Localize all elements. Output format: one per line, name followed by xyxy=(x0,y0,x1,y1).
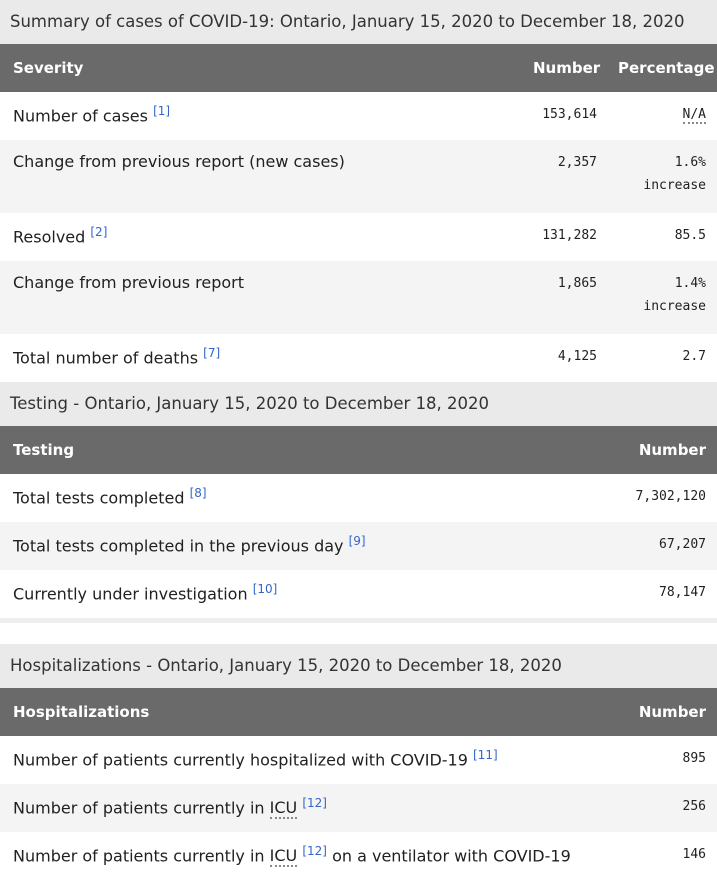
number-cell: 895 xyxy=(682,751,706,766)
column-header: Percentage xyxy=(605,44,717,92)
reference-link[interactable]: [7] xyxy=(203,346,221,360)
table-row: Number of patients currently in ICU [12]… xyxy=(0,832,717,880)
row-label: Number of patients currently hospitalize… xyxy=(13,750,468,770)
reference-link[interactable]: [10] xyxy=(252,582,278,596)
reference: [1] xyxy=(153,104,170,119)
number-cell: 1,865 xyxy=(520,261,605,334)
column-header: Severity xyxy=(0,44,520,92)
number-cell: 78,147 xyxy=(659,585,706,600)
number-cell: 153,614 xyxy=(542,107,597,122)
row-label-cell: Change from previous report xyxy=(0,261,520,334)
number-cell: 2,357 xyxy=(520,140,605,213)
percentage: 85.5 xyxy=(674,228,706,243)
percentage: 1.4% xyxy=(674,276,706,291)
table-row: Number of patients currently hospitalize… xyxy=(0,736,717,784)
percentage-cell: 2.7 xyxy=(605,334,717,382)
column-header: Number xyxy=(520,44,605,92)
abbreviation: ICU xyxy=(269,798,298,820)
table-caption: Testing - Ontario, January 15, 2020 to D… xyxy=(0,382,717,426)
row-label: Total number of deaths xyxy=(13,348,199,368)
table-row: Change from previous report 1,865 1.4% incr… xyxy=(0,261,717,334)
percentage-cell: 1.6% increase xyxy=(605,140,717,213)
column-header: Number xyxy=(560,688,717,736)
abbreviation: ICU xyxy=(269,846,298,868)
row-label: Number of patients currently in xyxy=(13,798,265,818)
reference: [12] xyxy=(302,796,327,811)
percentage-cell: 85.5 xyxy=(605,213,717,261)
number-cell: 131,282 xyxy=(542,228,597,243)
row-label-end: on a ventilator with COVID-19 xyxy=(332,846,571,866)
table-row: Total number of deaths [7] 4,125 2.7 xyxy=(0,334,717,382)
row-label-cell: Change from previous report (new cases) xyxy=(0,140,520,213)
column-header: Hospitalizations xyxy=(0,688,560,736)
row-label: Resolved xyxy=(13,227,86,247)
row-label-cell: Currently under investigation [10] xyxy=(0,570,560,618)
row-label: Change from previous report (new cases) xyxy=(13,152,345,171)
row-label-cell: Total tests completed [8] xyxy=(0,474,560,522)
reference: [8] xyxy=(190,486,207,501)
reference-link[interactable]: [11] xyxy=(473,748,498,762)
data-table: Severity Number Percentage Number of cases … xyxy=(0,44,717,382)
row-label: Total tests completed xyxy=(13,488,185,508)
percentage: 2.7 xyxy=(682,349,706,364)
table-section: Testing - Ontario, January 15, 2020 to D… xyxy=(0,382,717,618)
reference: [11] xyxy=(473,748,498,763)
table-section: Summary of cases of COVID-19: Ontario, J… xyxy=(0,0,717,382)
number-cell: 146 xyxy=(682,847,706,862)
percentage: 1.6% xyxy=(674,155,706,170)
table-row: Total tests completed in the previous da… xyxy=(0,522,717,570)
number-cell: 256 xyxy=(560,784,717,832)
reference: [12] xyxy=(302,844,327,859)
data-table: Hospitalizations Number Number of patients… xyxy=(0,688,717,880)
section-spacer xyxy=(0,618,717,644)
header-row: Severity Number Percentage xyxy=(0,44,717,92)
row-label-cell: Number of patients currently in ICU [12]… xyxy=(0,832,571,880)
row-label: Number of cases xyxy=(13,106,148,126)
number-cell: 7,302,120 xyxy=(635,489,706,504)
row-label: Total tests completed in the previous da… xyxy=(13,536,344,556)
table-section: Hospitalizations - Ontario, January 15, … xyxy=(0,644,717,880)
row-label-cell: Number of cases [1] xyxy=(0,92,520,140)
data-table: Testing Number Total tests completed [8] 7,… xyxy=(0,426,717,618)
row-label: Currently under investigation xyxy=(13,584,248,604)
percentage: N/A xyxy=(682,107,706,124)
reference: [7] xyxy=(203,346,220,361)
percentage-cell: 1.4% increase xyxy=(605,261,717,334)
reference-link[interactable]: [9] xyxy=(348,534,366,548)
reference-link[interactable]: [8] xyxy=(189,486,207,500)
reference-link[interactable]: [12] xyxy=(302,796,327,810)
row-label-cell: Total number of deaths [7] xyxy=(0,334,520,382)
number-cell: 67,207 xyxy=(560,522,717,570)
row-label: Number of patients currently in xyxy=(13,846,265,866)
table-row: Number of patients currently in ICU [12]… xyxy=(0,784,717,832)
reference-link[interactable]: [2] xyxy=(90,225,108,239)
table-row: Number of cases [1] 153,614 N/A xyxy=(0,92,717,140)
header-row: Hospitalizations Number xyxy=(0,688,717,736)
reference: [2] xyxy=(90,225,107,240)
percentage-note: increase xyxy=(643,299,706,314)
table-row: Total tests completed [8] 7,302,120 xyxy=(0,474,717,522)
number-cell: 4,125 xyxy=(557,349,597,364)
row-label-cell: Number of patients currently hospitalize… xyxy=(0,736,560,784)
row-label: Change from previous report xyxy=(13,273,245,292)
percentage-note: increase xyxy=(643,178,706,193)
row-label-cell: Number of patients currently in ICU [12] xyxy=(0,784,560,832)
table-row: Currently under investigation [10] 78,147 xyxy=(0,570,717,618)
column-header: Number xyxy=(560,426,717,474)
table-row: Change from previous report (new cases) 2… xyxy=(0,140,717,213)
reference: [9] xyxy=(349,534,366,549)
table-caption: Hospitalizations - Ontario, January 15, … xyxy=(0,644,717,688)
reference: [10] xyxy=(253,582,278,597)
reference-link[interactable]: [12] xyxy=(302,844,327,858)
percentage-cell: N/A xyxy=(605,92,717,140)
row-label-cell: Total tests completed in the previous da… xyxy=(0,522,560,570)
row-label-cell: Resolved [2] xyxy=(0,213,520,261)
column-header: Testing xyxy=(0,426,560,474)
header-row: Testing Number xyxy=(0,426,717,474)
table-caption: Summary of cases of COVID-19: Ontario, J… xyxy=(0,0,717,44)
table-row: Resolved [2] 131,282 85.5 xyxy=(0,213,717,261)
reference-link[interactable]: [1] xyxy=(153,104,171,118)
